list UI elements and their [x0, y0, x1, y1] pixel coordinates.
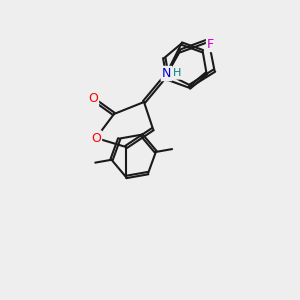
- Text: O: O: [88, 92, 98, 106]
- Text: F: F: [207, 38, 214, 51]
- Text: N: N: [162, 67, 171, 80]
- Text: O: O: [91, 131, 101, 145]
- Text: H: H: [173, 68, 181, 79]
